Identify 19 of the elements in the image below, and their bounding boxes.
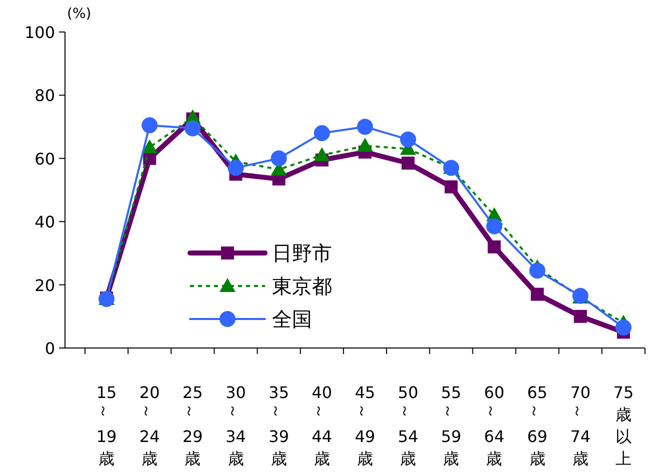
point xyxy=(270,150,287,166)
point xyxy=(184,120,201,136)
point xyxy=(444,180,458,194)
point xyxy=(574,310,587,323)
point xyxy=(314,147,330,162)
point xyxy=(488,240,501,254)
point xyxy=(400,131,416,148)
point xyxy=(357,118,373,135)
point xyxy=(142,117,158,134)
point xyxy=(228,160,244,176)
point xyxy=(530,288,544,301)
point xyxy=(486,218,502,234)
point xyxy=(142,139,158,154)
point xyxy=(357,138,373,152)
point xyxy=(402,156,415,170)
point xyxy=(529,262,546,279)
ylabel: (%) xyxy=(67,6,92,22)
point xyxy=(314,125,330,142)
point xyxy=(615,319,632,336)
